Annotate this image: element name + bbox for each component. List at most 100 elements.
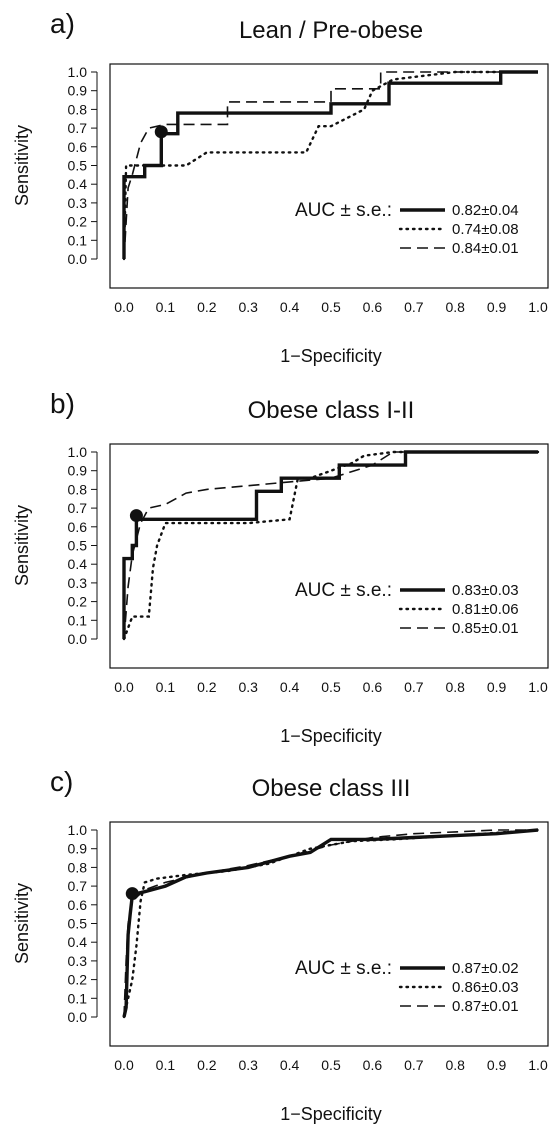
- y-tick-label: 1.0: [68, 444, 88, 460]
- x-tick-label: 0.9: [487, 1057, 507, 1073]
- y-tick-label: 0.5: [68, 158, 88, 174]
- x-tick-label: 0.7: [404, 1057, 424, 1073]
- roc-line-dashed: [123, 71, 538, 260]
- y-tick-label: 0.6: [68, 139, 88, 155]
- cutoff-point: [129, 509, 143, 523]
- y-tick-label: 0.0: [68, 631, 88, 647]
- y-tick-label: 0.3: [68, 575, 88, 591]
- plot-frame: [109, 443, 549, 669]
- x-tick-label: 0.6: [363, 1057, 383, 1073]
- y-tick-label: 0.2: [68, 214, 88, 230]
- y-tick-label: 0.0: [68, 251, 88, 267]
- x-axis-label: 1−Specificity: [280, 726, 382, 746]
- plot-frame: [109, 821, 549, 1047]
- y-tick-label: 0.0: [68, 1009, 88, 1025]
- x-tick-label: 0.5: [321, 1057, 341, 1073]
- y-tick-label: 0.5: [68, 538, 88, 554]
- x-tick-label: 0.8: [445, 1057, 465, 1073]
- x-tick-label: 0.4: [280, 679, 300, 695]
- x-tick-label: 0.3: [238, 1057, 258, 1073]
- cutoff-point: [125, 887, 139, 901]
- y-tick-label: 0.7: [68, 500, 88, 516]
- legend-entry: 0.86±0.03: [452, 979, 519, 996]
- y-tick-label: 0.3: [68, 953, 88, 969]
- x-tick-label: 0.1: [156, 1057, 176, 1073]
- panel-label: a): [50, 8, 75, 39]
- x-tick-label: 0.8: [445, 679, 465, 695]
- x-tick-label: 0.5: [321, 299, 341, 315]
- x-tick-label: 0.4: [280, 299, 300, 315]
- chart-panel-b: b) Obese class I-II 0.0 0.1 0.2 0.3 0.4 0.5 0.6 0…: [12, 388, 549, 746]
- legend-title: AUC ± s.e.:: [295, 958, 392, 979]
- y-tick-label: 0.9: [68, 463, 88, 479]
- y-tick-label: 0.4: [68, 176, 88, 192]
- x-tick-label: 1.0: [528, 679, 548, 695]
- x-tick-label: 0.3: [238, 299, 258, 315]
- y-tick-label: 0.4: [68, 556, 88, 572]
- legend-entry: 0.81±0.06: [452, 601, 519, 618]
- x-tick-label: 0.6: [363, 299, 383, 315]
- roc-line-dotted: [122, 450, 540, 641]
- roc-line-dashed: [123, 451, 538, 640]
- y-tick-label: 0.7: [68, 120, 88, 136]
- chart-title: Obese class III: [252, 775, 411, 802]
- chart-title: Obese class I-II: [248, 397, 415, 424]
- chart-panel-c: c) Obese class III 0.0 0.1 0.2 0.3 0.4 0.5 0.6 0.…: [12, 766, 549, 1124]
- y-tick-label: 0.9: [68, 841, 88, 857]
- plot-frame: [109, 63, 549, 289]
- x-tick-label: 0.9: [487, 299, 507, 315]
- y-tick-label: 0.8: [68, 481, 88, 497]
- panel-label: c): [50, 766, 73, 797]
- panel-label: b): [50, 388, 75, 419]
- x-tick-label: 1.0: [528, 1057, 548, 1073]
- legend-entry: 0.82±0.04: [452, 202, 519, 219]
- x-axis-label: 1−Specificity: [280, 346, 382, 366]
- y-tick-label: 0.5: [68, 916, 88, 932]
- legend-title: AUC ± s.e.:: [295, 200, 392, 221]
- x-tick-label: 0.5: [321, 679, 341, 695]
- x-tick-label: 0.2: [197, 299, 217, 315]
- y-tick-label: 0.7: [68, 878, 88, 894]
- legend-entry: 0.87±0.01: [452, 998, 519, 1015]
- x-tick-label: 0.7: [404, 679, 424, 695]
- x-tick-label: 0.6: [363, 679, 383, 695]
- y-axis-label: Sensitivity: [12, 125, 32, 206]
- legend-title: AUC ± s.e.:: [295, 580, 392, 601]
- y-tick-label: 0.3: [68, 195, 88, 211]
- y-tick-label: 0.8: [68, 101, 88, 117]
- roc-line-dotted: [122, 828, 540, 1019]
- roc-line-dashed: [123, 829, 538, 1018]
- legend-entry: 0.83±0.03: [452, 582, 519, 599]
- x-tick-label: 0.0: [114, 299, 134, 315]
- y-tick-label: 0.1: [68, 990, 88, 1006]
- roc-line-solid: [122, 70, 538, 259]
- x-tick-label: 0.9: [487, 679, 507, 695]
- x-tick-label: 0.3: [238, 679, 258, 695]
- x-tick-label: 0.1: [156, 679, 176, 695]
- x-tick-label: 0.1: [156, 299, 176, 315]
- x-tick-label: 0.7: [404, 299, 424, 315]
- x-tick-label: 0.8: [445, 299, 465, 315]
- x-tick-label: 0.0: [114, 1057, 134, 1073]
- y-tick-label: 0.6: [68, 519, 88, 535]
- y-tick-label: 1.0: [68, 64, 88, 80]
- chart-panel-a: a) Lean / Pre-obese 0.0 0.1 0.2 0.3 0.4 0.5 0.6 0…: [12, 8, 549, 366]
- y-tick-label: 0.9: [68, 83, 88, 99]
- legend-entry: 0.87±0.02: [452, 960, 519, 977]
- legend-entry: 0.84±0.01: [452, 240, 519, 257]
- roc-line-dotted: [122, 70, 540, 261]
- legend-entry: 0.85±0.01: [452, 620, 519, 637]
- y-tick-label: 0.4: [68, 934, 88, 950]
- x-tick-label: 0.0: [114, 679, 134, 695]
- x-tick-label: 0.2: [197, 1057, 217, 1073]
- chart-title: Lean / Pre-obese: [239, 17, 423, 44]
- legend-entry: 0.74±0.08: [452, 221, 519, 238]
- y-tick-label: 0.2: [68, 972, 88, 988]
- cutoff-point: [154, 125, 168, 139]
- y-tick-label: 0.6: [68, 897, 88, 913]
- x-tick-label: 1.0: [528, 299, 548, 315]
- y-axis-label: Sensitivity: [12, 883, 32, 964]
- y-tick-label: 0.1: [68, 232, 88, 248]
- y-axis-label: Sensitivity: [12, 505, 32, 586]
